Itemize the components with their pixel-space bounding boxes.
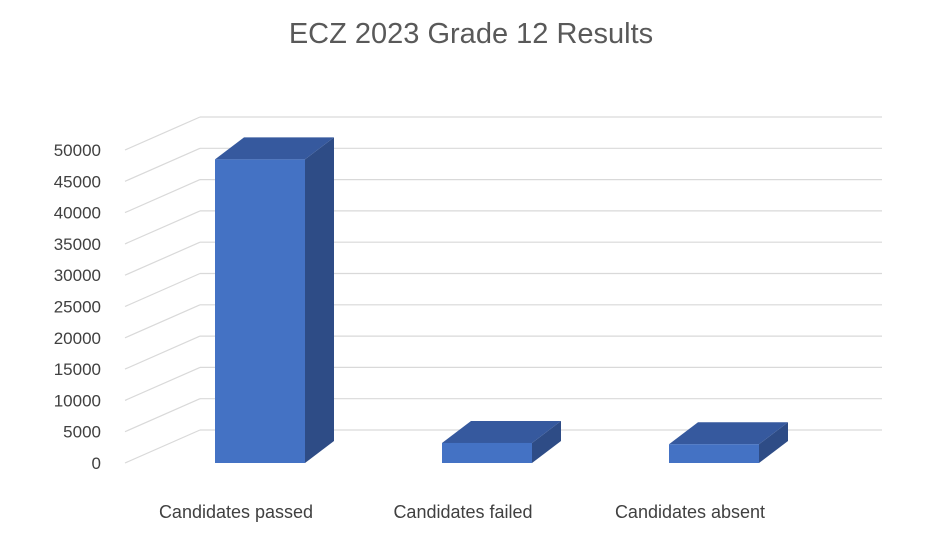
y-tick-label: 5000 [63, 423, 101, 442]
bar-front [215, 159, 305, 463]
y-tick-label: 15000 [54, 360, 101, 379]
bar-side [305, 137, 334, 463]
bar [669, 422, 788, 463]
gridline-floor-0 [124, 429, 201, 464]
bar-top [215, 137, 334, 160]
gridline-floor-7 [124, 210, 201, 245]
y-tick-label: 40000 [54, 204, 101, 223]
x-category-label: Candidates absent [615, 502, 765, 522]
bar-top [669, 422, 788, 445]
x-category-label: Candidates failed [393, 502, 532, 522]
x-category-label: Candidates passed [159, 502, 313, 522]
bars [215, 137, 788, 463]
bar-side [759, 422, 788, 463]
y-tick-label: 35000 [54, 235, 101, 254]
y-tick-label: 0 [92, 454, 101, 473]
bar [215, 137, 334, 463]
y-tick-label: 25000 [54, 298, 101, 317]
gridline-floor-3 [124, 335, 201, 370]
gridline-floor-6 [124, 241, 201, 276]
bar-top [442, 420, 561, 443]
gridline-floor-5 [124, 272, 201, 308]
chart-title: ECZ 2023 Grade 12 Results [288, 18, 654, 50]
gridline-floor-10 [124, 116, 201, 151]
y-axis-ticks: 0 5000 10000 15000 20000 25000 30000 35000 40000… [54, 141, 101, 473]
y-tick-label: 30000 [54, 266, 101, 285]
y-tick-label: 10000 [54, 391, 101, 410]
gridline-floor-1 [124, 398, 201, 433]
bar-front [442, 442, 532, 463]
gridline-floor-8 [124, 179, 201, 214]
y-tick-label: 20000 [54, 329, 101, 348]
x-axis-labels: Candidates passed Candidates failed Candid… [159, 502, 765, 522]
y-tick-label: 45000 [54, 172, 101, 191]
gridline-floor-2 [124, 366, 201, 401]
bar-side [532, 420, 561, 463]
gridline-floor-4 [124, 304, 201, 339]
bar [442, 420, 561, 463]
gridline-floor-9 [124, 147, 201, 182]
y-tick-label: 50000 [54, 141, 101, 160]
bar-front [669, 444, 759, 463]
